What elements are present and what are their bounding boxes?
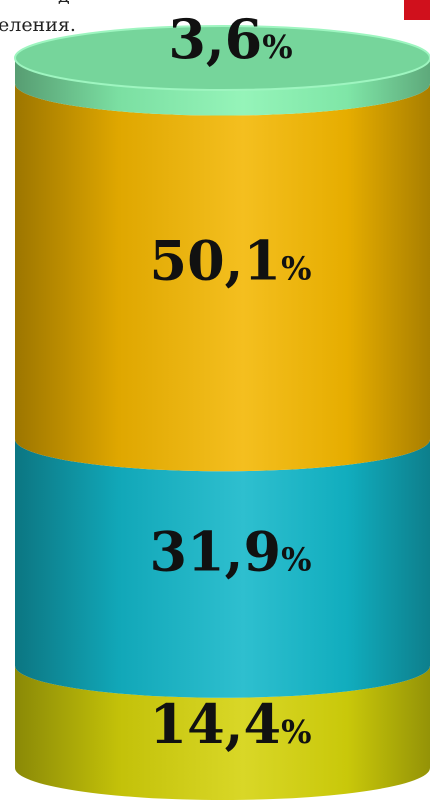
cylinder-segment-3 (15, 83, 430, 472)
caption-fragment: еления. (0, 14, 76, 36)
segment-label-3: 50,1% (150, 228, 312, 292)
segment-label-1: 14,4% (150, 692, 312, 756)
red-marker-icon (404, 0, 430, 20)
segment-value-2: 31,9 (150, 520, 282, 584)
segment-label-2: 31,9% (150, 520, 312, 584)
caption-fragment-top: д (58, 0, 78, 4)
segment-unit-2: % (281, 541, 311, 579)
cylinder-top-cap (14, 25, 430, 91)
segment-value-1: 14,4 (150, 692, 282, 756)
segment-unit-1: % (281, 713, 311, 751)
cylinder-segment-1 (15, 665, 430, 800)
segment-value-4: 3,6 (168, 7, 262, 71)
cylinder-segment-2 (15, 439, 430, 698)
segment-value-3: 50,1 (150, 228, 282, 292)
cylinder-segment-4 (15, 58, 430, 116)
segment-label-4: 3,6% (168, 7, 292, 71)
segment-unit-4: % (262, 28, 292, 66)
segment-unit-3: % (281, 249, 311, 287)
